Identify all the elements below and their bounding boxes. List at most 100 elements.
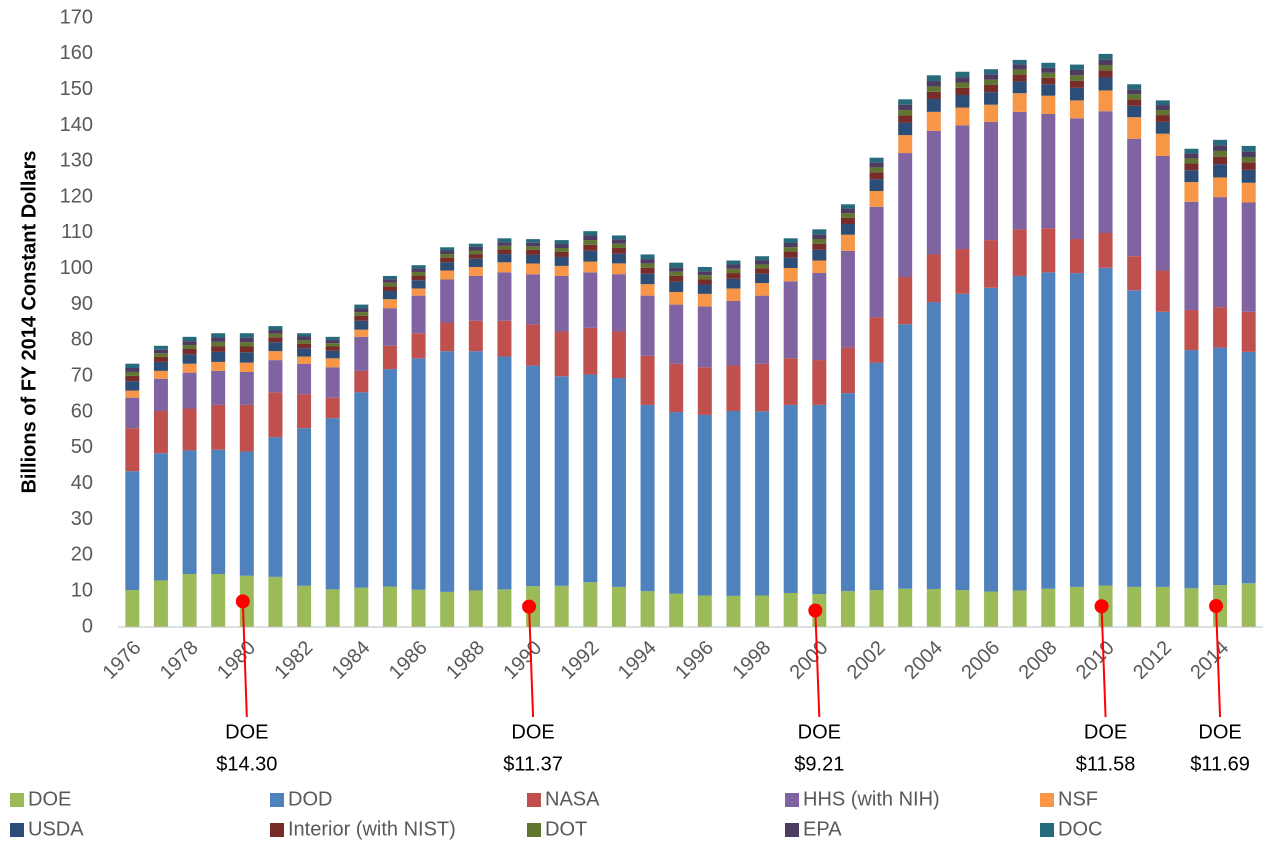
bar-segment <box>1241 583 1256 627</box>
y-tick-label: 140 <box>60 114 93 136</box>
bar-segment <box>926 98 941 112</box>
bar-segment <box>125 590 140 627</box>
bar-segment <box>382 290 397 300</box>
bar-segment <box>440 254 455 258</box>
bar-segment <box>268 392 283 438</box>
bar-segment <box>554 265 569 276</box>
bar-segment <box>1213 164 1228 178</box>
bar-segment <box>526 254 541 264</box>
bar-segment <box>1069 69 1084 76</box>
bar-segment <box>1069 64 1084 70</box>
bar-segment <box>583 240 598 245</box>
bar-segment <box>468 243 483 247</box>
bar-segment <box>898 115 913 123</box>
bar-segment <box>755 363 770 412</box>
bar-segment <box>1127 256 1142 291</box>
bar-segment <box>697 293 712 307</box>
annotation-leader <box>1100 606 1107 718</box>
bar-segment <box>354 315 369 321</box>
bar-segment <box>755 264 770 269</box>
bar-segment <box>526 242 541 247</box>
bar-segment <box>239 404 254 452</box>
bar-segment <box>468 275 483 321</box>
bar-segment <box>1241 145 1256 152</box>
bar-segment <box>812 229 827 235</box>
bar-segment <box>583 235 598 241</box>
bar-segment <box>440 351 455 592</box>
bar-segment <box>325 336 340 341</box>
bar-segment <box>611 263 626 275</box>
annotation-text: DOE <box>511 721 554 743</box>
bar-segment <box>182 354 197 364</box>
bar-segment <box>1184 309 1199 351</box>
bar-segment <box>869 362 884 591</box>
annotation-label: $9.21 <box>794 753 844 775</box>
bar-segment <box>984 104 999 122</box>
bar-segment <box>268 337 283 343</box>
bar-segment <box>297 343 312 349</box>
bar-segment <box>1098 90 1113 112</box>
bar-segment <box>898 122 913 136</box>
bar-segment <box>669 262 684 268</box>
bar-segment <box>669 292 684 305</box>
bar-segment <box>984 79 999 85</box>
bar-segment <box>984 591 999 627</box>
y-tick-label: 0 <box>82 615 93 637</box>
bar-segment <box>783 242 798 248</box>
bar-segment <box>812 243 827 250</box>
bar-segment <box>1012 229 1027 276</box>
bar-segment <box>268 360 283 393</box>
bar-segment <box>1213 307 1228 348</box>
bar-segment <box>1184 163 1199 171</box>
bar-segment <box>554 244 569 248</box>
bar-segment <box>211 370 226 405</box>
bar-segment <box>869 191 884 207</box>
bar-segment <box>611 247 626 254</box>
bar-segment <box>955 249 970 294</box>
bar-segment <box>1012 64 1027 70</box>
bar-segment <box>669 304 684 364</box>
bar-segment <box>726 301 741 366</box>
y-tick-label: 60 <box>71 400 93 422</box>
bar-segment <box>1098 53 1113 60</box>
bar-segment <box>468 320 483 352</box>
legend-swatch <box>10 793 24 807</box>
bar-segment <box>268 351 283 361</box>
bar-segment <box>926 130 941 255</box>
bar-segment <box>297 356 312 364</box>
bar-segment <box>1184 201 1199 310</box>
bar-segment <box>1155 155 1170 271</box>
bar-segment <box>755 256 770 261</box>
bar-segment <box>1012 69 1027 75</box>
bar-segment <box>182 345 197 350</box>
bar-segment <box>325 589 340 627</box>
y-tick-label: 30 <box>71 508 93 530</box>
bar-segment <box>869 157 884 163</box>
bar-segment <box>468 351 483 591</box>
bar-segment <box>640 591 655 627</box>
bar-segment <box>497 589 512 627</box>
annotation-leader <box>1215 606 1222 718</box>
bar-segment <box>211 361 226 371</box>
bar-segment <box>440 322 455 352</box>
bar-segment <box>382 345 397 370</box>
bar-segment <box>211 333 226 338</box>
bar-segment <box>440 262 455 271</box>
annotation-label: $11.69 <box>1190 753 1250 775</box>
bar-segment <box>440 591 455 627</box>
bar-segment <box>1127 117 1142 139</box>
bar-segment <box>526 365 541 587</box>
bar-segment <box>125 390 140 398</box>
bar-segment <box>783 404 798 593</box>
y-tick-label: 170 <box>60 6 93 28</box>
bar-segment <box>840 213 855 218</box>
legend-swatch <box>785 823 799 837</box>
annotation-dot <box>522 599 537 614</box>
bar-segment <box>1012 111 1027 230</box>
y-tick-label: 50 <box>71 436 93 458</box>
bar-segment <box>926 302 941 590</box>
bar-segment <box>1098 59 1113 66</box>
bar-segment <box>1155 105 1170 111</box>
bar-segment <box>1012 590 1027 627</box>
